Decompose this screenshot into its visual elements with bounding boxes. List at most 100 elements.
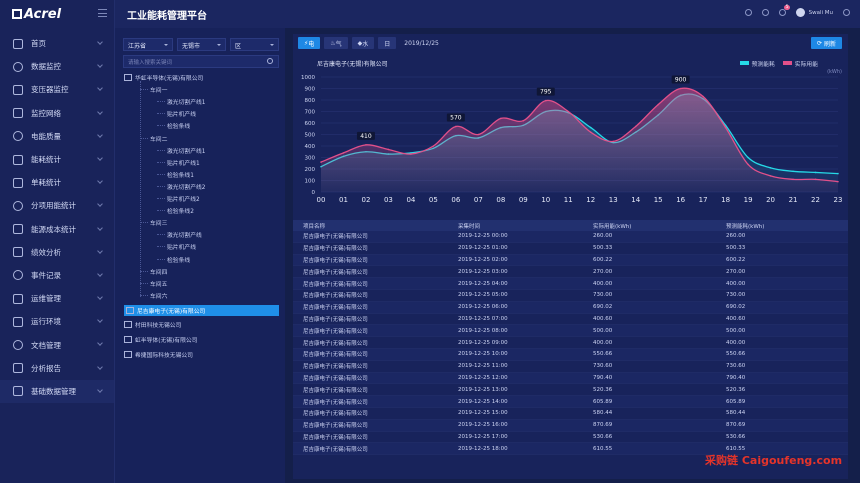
table-row[interactable]: 尼吉康电子(无锡)有限公司 2019-12-25 02:00 600.22 600.2… <box>293 254 848 267</box>
data-point <box>792 178 794 181</box>
table-row[interactable]: 尼吉康电子(无锡)有限公司 2019-12-25 00:00 260.00 260.0… <box>293 231 848 243</box>
sidebar-item[interactable]: 单耗统计 <box>0 171 114 194</box>
tree-connector <box>140 222 148 224</box>
table-row[interactable]: 尼吉康电子(无锡)有限公司 2019-12-25 13:00 520.36 520.3… <box>293 384 848 397</box>
table-row[interactable]: 尼吉康电子(无锡)有限公司 2019-12-25 11:00 730.60 730.6… <box>293 361 848 373</box>
tree-line-node[interactable]: 检验条线 <box>167 124 191 131</box>
sidebar-item[interactable]: 运行环境 <box>0 310 114 333</box>
table-row[interactable]: 尼吉康电子(无锡)有限公司 2019-12-25 03:00 270.00 270.0… <box>293 266 848 279</box>
sidebar-item[interactable]: 能耗统计 <box>0 148 114 171</box>
tree-line-node[interactable]: 贴片机产线1 <box>167 160 200 167</box>
table-row[interactable]: 尼吉康电子(无锡)有限公司 2019-12-25 04:00 400.00 400.0… <box>293 278 848 290</box>
date-picker[interactable]: 2019/12/25 <box>404 39 439 47</box>
x-tick-label: 05 <box>429 196 438 204</box>
chevron-down-icon <box>97 317 103 324</box>
tree-company-node[interactable]: 尼吉康电子(无锡)有限公司 <box>124 304 279 316</box>
table-cell: 2019-12-25 01:00 <box>458 245 508 252</box>
tree-line-node[interactable]: 激光切割产线2 <box>167 184 206 191</box>
table-row[interactable]: 尼吉康电子(无锡)有限公司 2019-12-25 07:00 400.60 400.6… <box>293 314 848 326</box>
table-row[interactable]: 尼吉康电子(无锡)有限公司 2019-12-25 05:00 730.00 730.0… <box>293 290 848 302</box>
legend-item-actual[interactable]: 实际用能 <box>782 59 818 68</box>
tree-line-node[interactable]: 贴片机产线2 <box>167 197 200 203</box>
tree-line-node[interactable]: 贴片机产线 <box>167 112 196 119</box>
tree-line-node[interactable]: 激光切割产线1 <box>167 148 206 155</box>
table-cell: 尼吉康电子(无锡)有限公司 <box>303 446 368 453</box>
tree-company-node[interactable]: 村田科技无锡公司 <box>124 320 181 329</box>
tree-workshop-node[interactable]: 车间一 <box>150 88 168 95</box>
tab-gas[interactable]: ♨ 气 <box>324 37 348 49</box>
table-row[interactable]: 尼吉康电子(无锡)有限公司 2019-12-25 09:00 400.00 400.0… <box>293 337 848 349</box>
tree-line-node[interactable]: 激光切割产线1 <box>167 100 206 107</box>
sidebar-item[interactable]: 变压器监控 <box>0 78 114 101</box>
tree-connector <box>157 125 165 127</box>
table-row[interactable]: 尼吉康电子(无锡)有限公司 2019-12-25 15:00 580.44 580.4… <box>293 408 848 420</box>
tree-line-node[interactable]: 激光切割产线 <box>167 233 202 240</box>
sidebar-item[interactable]: 基础数据管理 <box>0 379 114 403</box>
table-row[interactable]: 尼吉康电子(无锡)有限公司 2019-12-25 01:00 500.33 500.3… <box>293 243 848 255</box>
table-row[interactable]: 尼吉康电子(无锡)有限公司 2019-12-25 16:00 870.69 870.6… <box>293 419 848 432</box>
avatar[interactable] <box>795 8 805 17</box>
sidebar-item[interactable]: 首页 <box>0 32 114 55</box>
sidebar-item-label: 数据监控 <box>31 62 61 72</box>
table-row[interactable]: 尼吉康电子(无锡)有限公司 2019-12-25 06:00 690.02 690.0… <box>293 301 848 314</box>
tree-line-node[interactable]: 检验条线 <box>167 257 191 264</box>
sidebar-item[interactable]: 事件记录 <box>0 264 114 287</box>
event-icon <box>13 270 23 281</box>
column-header[interactable]: 实际用能(kWh) <box>593 223 632 230</box>
tree-connector <box>140 282 148 284</box>
tree-company-node[interactable]: 虹半导体(无锡)有限公司 <box>124 335 198 344</box>
tree-workshop-node[interactable]: 车间四 <box>150 269 168 276</box>
table-row[interactable]: 尼吉康电子(无锡)有限公司 2019-12-25 08:00 500.00 500.0… <box>293 325 848 338</box>
bell-icon[interactable]: 5 <box>778 5 791 16</box>
settings-icon[interactable] <box>843 9 850 16</box>
chevron-down-icon <box>97 271 103 277</box>
tree-workshop-node[interactable]: 车间二 <box>150 136 168 143</box>
sidebar-item[interactable]: 能源成本统计 <box>0 218 114 241</box>
sidebar-item[interactable]: 电能质量 <box>0 125 114 148</box>
sidebar-item[interactable]: 监控网络 <box>0 102 114 125</box>
sidebar-item[interactable]: 分项用能统计 <box>0 194 114 217</box>
tab-water[interactable]: ◆ 水 <box>351 37 375 49</box>
tree-workshop-node[interactable]: 车间六 <box>150 293 168 300</box>
sidebar-item[interactable]: 分析报告 <box>0 357 114 380</box>
legend-item-forecast[interactable]: 预测能耗 <box>739 59 775 68</box>
column-header[interactable]: 预测能耗(kWh) <box>726 223 765 230</box>
tree-company-node[interactable]: 华虹半导体(无锡)有限公司 <box>124 73 203 82</box>
tab-day[interactable]: 日 <box>378 37 397 49</box>
tree-line-node[interactable]: 贴片机产线 <box>167 245 196 252</box>
search-input[interactable]: 请输入搜索关键词 <box>123 55 279 68</box>
help-icon[interactable] <box>761 9 769 16</box>
table-row[interactable]: 尼吉康电子(无锡)有限公司 2019-12-25 18:00 610.55 610.5… <box>293 443 848 456</box>
table-row[interactable]: 尼吉康电子(无锡)有限公司 2019-12-25 14:00 605.89 605.8… <box>293 396 848 408</box>
tree-company-node[interactable]: 希捷国际科技无锡公司 <box>124 350 193 359</box>
user-name[interactable]: Swali Mu <box>808 9 833 16</box>
data-point <box>814 178 817 181</box>
menu-toggle-icon[interactable] <box>98 9 107 17</box>
column-header[interactable]: 项目名称 <box>303 223 326 230</box>
table-cell: 790.40 <box>726 374 746 381</box>
tab-electricity[interactable]: ⚡ 电 <box>298 37 321 49</box>
table-row[interactable]: 尼吉康电子(无锡)有限公司 2019-12-25 17:00 530.66 530.6… <box>293 432 848 444</box>
tree-workshop-node[interactable]: 车间三 <box>150 221 168 228</box>
table-row[interactable]: 尼吉康电子(无锡)有限公司 2019-12-25 10:00 550.66 550.6… <box>293 348 848 361</box>
series-line <box>320 93 839 175</box>
column-header[interactable]: 采集时间 <box>458 223 481 230</box>
sidebar-item[interactable]: 文档管理 <box>0 333 114 356</box>
sidebar-item[interactable]: 运维管理 <box>0 287 114 310</box>
x-tick-label: 01 <box>339 196 348 204</box>
tree-line-node[interactable]: 检验条线2 <box>167 209 194 216</box>
tree-workshop-node[interactable]: 车间五 <box>150 281 168 288</box>
tree-line-node[interactable]: 检验条线1 <box>167 172 194 179</box>
sidebar-item-label: 分析报告 <box>31 363 61 373</box>
series-line <box>320 87 839 183</box>
refresh-button[interactable]: ⟳ 刷新 <box>811 37 842 49</box>
province-select[interactable]: 江苏省 <box>123 38 173 51</box>
sidebar-item[interactable]: 绩效分析 <box>0 241 114 264</box>
district-select[interactable]: 区 <box>230 38 279 51</box>
city-select[interactable]: 无锡市 <box>177 38 226 51</box>
x-tick-label: 13 <box>609 196 618 204</box>
search-icon[interactable] <box>267 58 273 64</box>
search-icon[interactable] <box>744 9 752 16</box>
table-row[interactable]: 尼吉康电子(无锡)有限公司 2019-12-25 12:00 790.40 790.4… <box>293 372 848 385</box>
sidebar-item[interactable]: 数据监控 <box>0 55 114 78</box>
